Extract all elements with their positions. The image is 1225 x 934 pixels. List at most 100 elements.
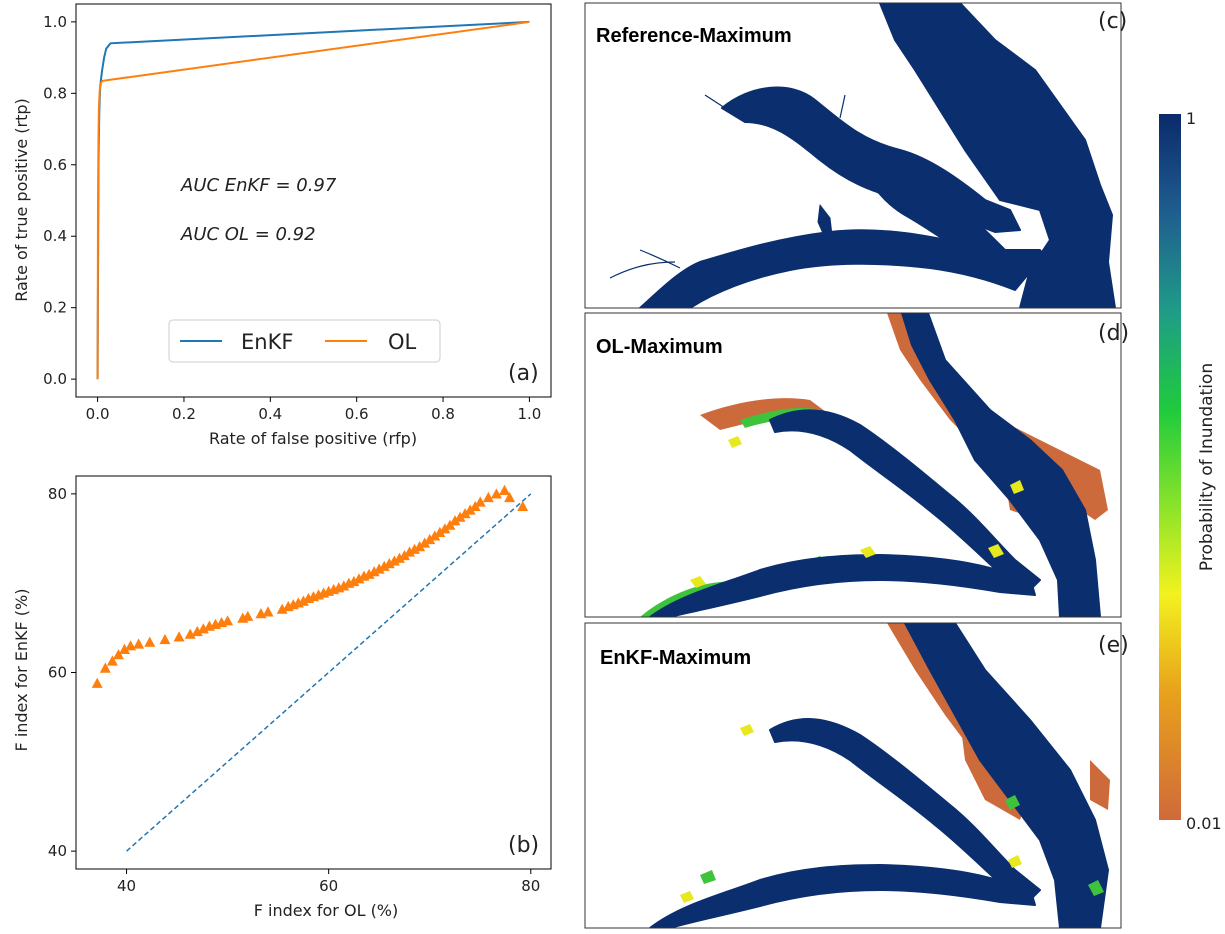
scatter-point (353, 573, 365, 584)
map-title-ol: OL-Maximum (596, 336, 723, 358)
scatter-point (398, 549, 410, 561)
scatter-x-tick-label: 80 (521, 877, 540, 895)
scatter-y-tick-label: 80 (48, 485, 67, 503)
roc-x-tick-label: 0.6 (345, 405, 369, 423)
scatter-x-axis-label: F index for OL (%) (254, 901, 399, 920)
map-panel-ol: OL-Maximum (d) (584, 312, 1129, 618)
scatter-point (191, 625, 203, 637)
map-title-reference: Reference-Maximum (596, 25, 792, 47)
scatter-point (378, 560, 390, 571)
roc-x-tick-label: 0.4 (258, 405, 282, 423)
scatter-point (474, 496, 486, 507)
scatter-point (184, 628, 196, 639)
scatter-point (373, 563, 385, 574)
colorbar-gradient (1159, 114, 1181, 820)
map-frame-reference (584, 2, 1122, 309)
roc-x-tick-label: 0.0 (86, 405, 110, 423)
scatter-point (404, 546, 416, 557)
map-frame-ol (584, 312, 1122, 618)
enkf-inundated-shape (649, 623, 1109, 928)
scatter-point (91, 677, 103, 688)
reference-inundation-shape (639, 3, 1116, 308)
scatter-point (338, 580, 350, 591)
colorbar-max-label: 1 (1186, 109, 1196, 128)
roc-y-axis-label: Rate of true positive (rtp) (12, 98, 31, 302)
scatter-point (173, 631, 185, 642)
roc-x-tick-label: 1.0 (517, 405, 541, 423)
scatter-point (419, 537, 431, 548)
scatter-point (383, 558, 395, 569)
scatter-point (449, 515, 461, 526)
scatter-points-group (91, 484, 529, 688)
scatter-y-ticks: 40 60 80 (48, 485, 76, 860)
scatter-point (414, 541, 426, 552)
roc-panel-label: (a) (508, 361, 539, 386)
roc-annotation-ol: AUC OL = 0.92 (180, 224, 316, 245)
roc-x-tick-label: 0.2 (172, 405, 196, 423)
roc-plot-frame (75, 3, 552, 398)
scatter-point (439, 523, 451, 534)
scatter-point (434, 526, 446, 537)
scatter-point (363, 568, 375, 579)
roc-series-ol (96, 20, 530, 380)
reference-thin-channels (609, 94, 1076, 279)
roc-y-tick-label: 0.0 (43, 370, 67, 388)
roc-panel: 0.0 0.2 0.4 0.6 0.8 1.0 0.0 0.2 0.4 0.6 0.8 1.0 Ra… (12, 3, 552, 448)
scatter-point (464, 504, 476, 515)
scatter-point (106, 655, 118, 666)
roc-x-ticks: 0.0 0.2 0.4 0.6 0.8 1.0 (86, 397, 541, 423)
scatter-point (276, 603, 288, 614)
ol-inundated-shape (649, 313, 1101, 617)
scatter-point (499, 484, 511, 495)
colorbar-min-label: 0.01 (1186, 814, 1222, 833)
scatter-point (409, 543, 421, 554)
roc-x-axis-label: Rate of false positive (rfp) (209, 429, 417, 448)
scatter-panel: 40 60 80 40 60 80 F index for OL (%) F index… (12, 475, 552, 920)
scatter-plot-frame (75, 475, 552, 870)
roc-y-tick-label: 0.8 (43, 84, 67, 102)
map-panel-reference: Reference-Maximum (c) (584, 2, 1127, 309)
scatter-point (133, 638, 145, 649)
map-panel-label-enkf: (e) (1098, 633, 1129, 658)
scatter-point (517, 500, 529, 512)
map-panel-enkf: EnKF-Maximum (e) (584, 622, 1129, 929)
roc-y-tick-label: 1.0 (43, 13, 67, 31)
scatter-y-tick-label: 60 (48, 664, 67, 682)
scatter-point (144, 636, 156, 647)
scatter-point (368, 566, 380, 577)
map-title-enkf: EnKF-Maximum (600, 647, 751, 669)
colorbar-title: Probability of Inundation (1197, 363, 1217, 571)
one-to-one-line (126, 493, 532, 852)
scatter-point (159, 633, 171, 645)
scatter-point (388, 555, 400, 566)
scatter-point (504, 491, 516, 503)
scatter-y-axis-label: F index for EnKF (%) (12, 589, 31, 752)
scatter-y-tick-label: 40 (48, 842, 67, 860)
colorbar: 1 0.01 Probability of Inundation (1159, 109, 1222, 833)
scatter-x-tick-label: 60 (319, 877, 338, 895)
scatter-point (297, 595, 309, 606)
roc-y-tick-label: 0.2 (43, 299, 67, 317)
scatter-point (429, 530, 441, 541)
roc-legend-box (168, 319, 441, 363)
ol-yellow-edges (690, 436, 1024, 588)
enkf-green-edges (700, 795, 1104, 896)
scatter-point (242, 610, 254, 621)
scatter-point (393, 552, 405, 563)
scatter-point (262, 606, 274, 617)
scatter-point (99, 662, 111, 673)
roc-y-ticks: 0.0 0.2 0.4 0.6 0.8 1.0 (43, 13, 76, 388)
scatter-point (112, 649, 124, 660)
scatter-x-tick-label: 40 (117, 877, 136, 895)
map-frame-enkf (584, 622, 1122, 929)
roc-annotation-enkf: AUC EnKF = 0.97 (180, 175, 337, 196)
roc-legend-ol-label: OL (388, 330, 417, 354)
scatter-point (424, 533, 436, 545)
map-panel-label-reference: (c) (1098, 9, 1127, 34)
scatter-point (482, 491, 494, 503)
scatter-point (119, 643, 131, 654)
scatter-point (222, 615, 234, 626)
scatter-point (454, 511, 466, 522)
map-panel-label-ol: (d) (1098, 321, 1129, 346)
scatter-point (197, 623, 209, 634)
